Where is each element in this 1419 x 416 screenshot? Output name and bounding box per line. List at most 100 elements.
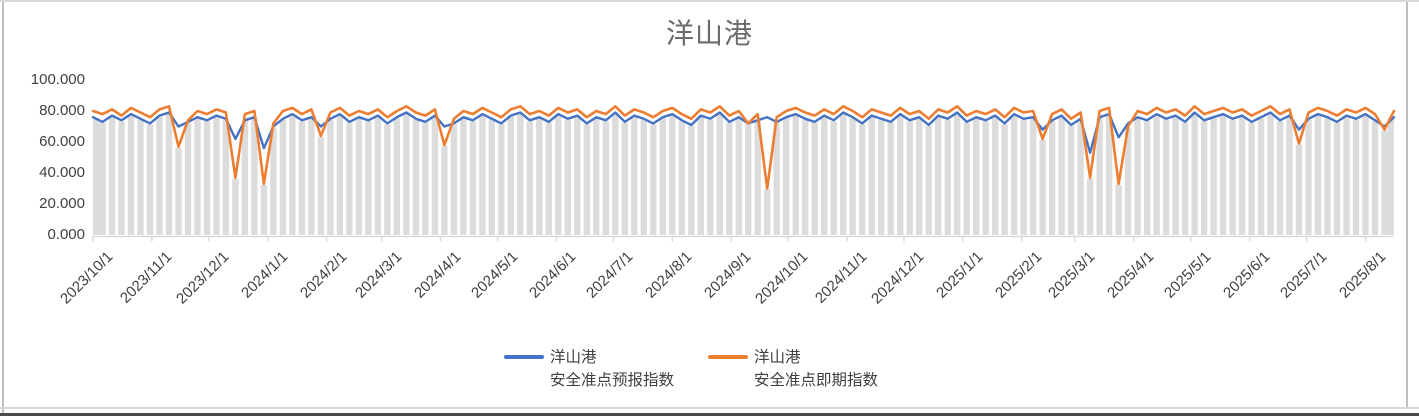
drop-line-bar	[773, 122, 780, 235]
legend-entry-forecast: 洋山港 安全准点预报指数	[504, 346, 674, 392]
drop-line-bar	[925, 126, 932, 235]
drop-line-bar	[697, 116, 704, 235]
drop-line-bar	[1001, 124, 1008, 235]
chart-title: 洋山港	[665, 18, 753, 49]
drop-line-bar	[479, 115, 486, 235]
drop-line-bar	[754, 121, 761, 235]
drop-line-bar	[1286, 116, 1293, 235]
y-axis-label: 20.000	[39, 195, 85, 212]
drop-line-bar	[1267, 113, 1274, 235]
spot-line-swatch	[708, 355, 749, 359]
drop-line-bar	[526, 121, 533, 235]
drop-line-bar	[916, 118, 923, 235]
drop-line-bar	[963, 122, 970, 235]
drop-line-bar	[669, 115, 676, 235]
drop-line-bar	[1381, 130, 1388, 235]
drop-line-bar	[574, 116, 581, 235]
drop-line-bar	[279, 119, 287, 236]
drop-line-bar	[840, 113, 847, 235]
drop-line-bar	[450, 124, 458, 235]
drop-line-bar	[783, 118, 790, 235]
legend: 洋山港 安全准点预报指数 洋山港 安全准点即期指数	[504, 346, 878, 392]
drop-line-bar	[1162, 119, 1170, 236]
drop-line-bar	[659, 118, 666, 235]
drop-line-bar	[1143, 121, 1151, 235]
drop-line-bar	[507, 116, 514, 235]
drop-line-bar	[1039, 139, 1046, 235]
drop-line-bar	[1276, 121, 1284, 235]
drop-line-bar	[859, 124, 866, 235]
drop-line-bar	[1077, 119, 1084, 236]
drop-line-bar	[545, 122, 552, 235]
drop-line-bar	[536, 118, 543, 235]
drop-line-bar	[1096, 118, 1103, 235]
drop-line-bar	[251, 118, 258, 235]
drop-line-bar	[384, 124, 391, 235]
drop-line-bar	[355, 118, 363, 235]
drop-line-bar	[175, 147, 182, 235]
drop-line-bar	[1115, 184, 1122, 235]
y-axis-label: 100.000	[30, 71, 85, 88]
drop-line-bar	[878, 119, 885, 236]
forecast-legend-label: 洋山港 安全准点预报指数	[550, 349, 675, 389]
drop-line-bar	[194, 118, 201, 235]
drop-line-bar	[792, 115, 799, 235]
drop-line-bar	[270, 127, 277, 235]
drop-line-bar	[992, 116, 999, 235]
drop-line-bar	[935, 116, 942, 235]
drop-line-bar	[678, 121, 685, 235]
drop-line-bar	[564, 119, 571, 236]
drop-line-bar	[308, 118, 315, 235]
drop-line-bar	[887, 122, 894, 235]
drop-line-bar	[232, 178, 239, 235]
drop-line-bar	[488, 119, 495, 236]
drop-line-bar	[716, 113, 723, 235]
drop-line-bar	[1172, 116, 1179, 235]
drop-line-bar	[1387, 118, 1394, 235]
frame-left-line	[2, 2, 4, 413]
drop-line-bar	[1219, 115, 1227, 235]
drop-line-bar	[460, 118, 467, 235]
drop-line-bar	[555, 115, 562, 235]
drop-line-bar	[811, 122, 818, 235]
drop-line-bar	[1124, 127, 1132, 235]
drop-line-bar	[1010, 115, 1018, 235]
drop-line-bar	[631, 116, 638, 235]
drop-line-bar	[593, 118, 600, 235]
drop-line-bar	[868, 116, 875, 235]
drop-line-bar	[1200, 121, 1208, 235]
drop-line-bar	[1305, 119, 1312, 236]
drop-line-bar	[1134, 118, 1141, 235]
drop-line-bar	[289, 115, 296, 235]
frame-top-line	[0, 0, 1419, 2]
y-axis-label: 40.000	[39, 164, 85, 181]
drop-line-bar	[1210, 118, 1217, 235]
drop-line-bar	[583, 124, 590, 235]
drop-line-bar	[93, 118, 100, 235]
drop-line-bar	[1257, 118, 1265, 235]
drop-line-bar	[612, 113, 619, 235]
drop-line-bar	[517, 113, 524, 235]
drop-line-bar	[346, 122, 353, 235]
drop-line-bar	[184, 122, 192, 235]
drop-line-bar	[944, 119, 951, 236]
drop-line-bar	[137, 119, 144, 236]
frame-bottom-line	[0, 407, 1419, 409]
frame-right-line	[1406, 2, 1408, 407]
drop-line-bar	[707, 119, 714, 236]
drop-line-bar	[982, 121, 989, 235]
drop-line-bar	[1229, 119, 1236, 236]
drop-line-bar	[1248, 122, 1255, 235]
drop-line-bar	[650, 124, 657, 235]
drop-line-bar	[1238, 116, 1246, 235]
drop-line-bar	[1352, 119, 1360, 236]
drop-line-bar	[156, 116, 163, 235]
drop-line-bar	[1324, 118, 1331, 235]
spot-legend-label: 洋山港 安全准点即期指数	[754, 349, 879, 389]
drop-line-bar	[1314, 115, 1322, 235]
drop-line-bar	[1086, 178, 1094, 235]
drop-line-bar	[1191, 113, 1198, 235]
drop-line-bar	[336, 115, 344, 235]
drop-line-bar	[298, 121, 306, 235]
